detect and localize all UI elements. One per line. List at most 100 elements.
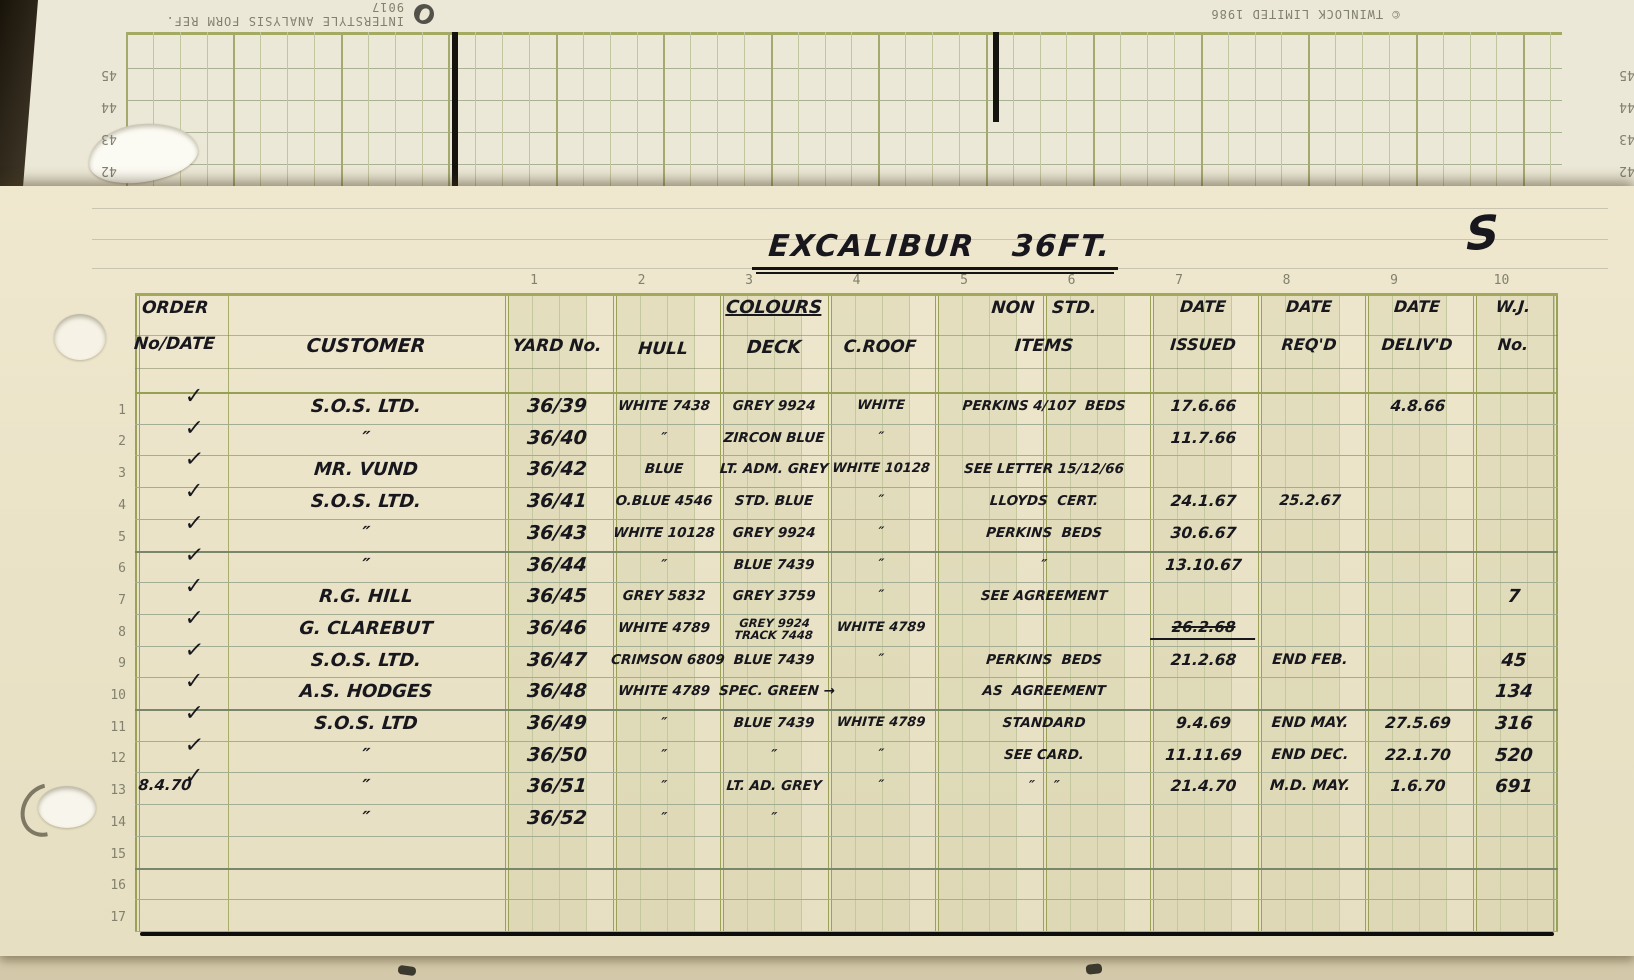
- grid-vline: [958, 32, 960, 186]
- row-line: [135, 613, 1558, 615]
- header-date-issued-line1: DATE: [1179, 297, 1227, 316]
- grid-vline: [314, 32, 316, 186]
- cell-roof: ″: [877, 746, 885, 762]
- grid-vline: [609, 32, 611, 186]
- row-line: [135, 582, 1558, 584]
- grid-vline: [559, 293, 560, 931]
- grid-vline: [1123, 293, 1125, 931]
- cell-check: ✓: [183, 732, 206, 759]
- column-number: 10: [1493, 273, 1510, 288]
- cell-yard: 36/49: [526, 712, 588, 734]
- cell-reqd: M.D. MAY.: [1269, 778, 1351, 795]
- cell-customer: ″: [361, 522, 371, 544]
- cell-items: ″: [1040, 556, 1048, 573]
- corner-mark: S: [1465, 204, 1500, 262]
- header-non-std-line2: ITEMS: [1013, 336, 1075, 356]
- column-tint: [509, 293, 587, 931]
- grid-vline-major: [1257, 293, 1259, 931]
- column-tint: [724, 293, 802, 931]
- cell-deck: LT. ADM. GREY: [719, 461, 830, 478]
- cell-reqd: 25.2.67: [1278, 493, 1342, 510]
- grid-vline: [1200, 32, 1203, 186]
- grid-vline: [1415, 32, 1418, 186]
- grid-hline: [135, 335, 1558, 336]
- cell-items: SEE AGREEMENT: [980, 588, 1108, 605]
- cell-delivd: 4.8.66: [1389, 397, 1447, 415]
- grid-vline: [1496, 32, 1498, 186]
- cell-hull: WHITE 10128: [612, 524, 716, 541]
- cell-roof: ″: [877, 556, 885, 572]
- ink-mark: [452, 32, 458, 186]
- row-number: 8: [118, 624, 126, 640]
- cell-check: ✓: [183, 446, 206, 474]
- header-wj-line2: No.: [1497, 335, 1530, 354]
- row-number: 9: [118, 656, 126, 672]
- cell-hull: CRIMSON 6809: [610, 651, 726, 668]
- grid-vline: [1016, 293, 1017, 931]
- cell-delivd: 27.5.69: [1384, 714, 1452, 732]
- grid-vline: [1284, 293, 1286, 931]
- cell-issued: 21.2.68: [1169, 650, 1238, 669]
- ruled-line: [92, 239, 1608, 240]
- hole-punch: [38, 786, 96, 828]
- grid-vline: [663, 32, 666, 186]
- cell-check: ✓: [183, 701, 205, 726]
- cell-yard: 36/41: [526, 490, 588, 513]
- grid-vline: [260, 32, 262, 186]
- grid-vline: [502, 32, 504, 186]
- grid-vline-major: [1368, 293, 1369, 931]
- cell-yard: 36/50: [526, 743, 588, 766]
- cell-customer: ″: [361, 776, 371, 798]
- grid-vline: [421, 32, 423, 186]
- cell-customer: S.O.S. LTD.: [310, 396, 423, 417]
- main-sheet-paper: [0, 186, 1634, 956]
- grid-vline-major: [505, 293, 506, 931]
- row-number: 1: [118, 402, 126, 418]
- cell-roof: WHITE 4789: [836, 715, 926, 730]
- cell-check: ✓: [184, 383, 204, 410]
- row-line: [135, 677, 1558, 679]
- grid-vline: [693, 293, 695, 931]
- grid-vline: [1338, 293, 1340, 931]
- grid-vline-major: [1260, 293, 1262, 931]
- cell-issued: 11.7.66: [1169, 428, 1238, 447]
- grid-vline: [1120, 32, 1122, 186]
- cell-items: SEE LETTER 15/12/66: [963, 461, 1125, 478]
- grid-vline: [206, 32, 208, 186]
- grid-vline: [367, 32, 369, 186]
- row-line: [135, 423, 1558, 425]
- grid-vline: [797, 32, 799, 186]
- cell-deck: BLUE 7439: [733, 556, 816, 573]
- grid-vline: [801, 293, 802, 931]
- header-date-reqd-line2: REQ'D: [1280, 335, 1338, 354]
- grid-vline: [774, 293, 775, 931]
- grid-vline-major: [1150, 293, 1151, 931]
- grid-vline: [152, 32, 154, 186]
- hole-punch: [54, 314, 106, 360]
- grid-vline: [532, 293, 533, 931]
- cell-hull: ″: [660, 556, 668, 573]
- row-number: 6: [118, 561, 126, 577]
- grid-vline: [1204, 293, 1205, 931]
- grid-vline: [962, 293, 963, 931]
- column-number: 3: [745, 273, 753, 288]
- grid-top-border: [126, 32, 1562, 35]
- grid-vline: [989, 293, 990, 931]
- cell-issued: 17.6.66: [1169, 397, 1238, 415]
- cell-customer: ″: [361, 554, 371, 576]
- grid-vline: [1550, 32, 1552, 186]
- cell-deck: ″: [770, 810, 778, 827]
- back-sheet-paper: [0, 0, 1634, 186]
- cell-customer: S.O.S. LTD.: [310, 491, 423, 513]
- row-number: 12: [110, 751, 126, 767]
- cell-hull: ″: [660, 429, 668, 446]
- cell-deck: GREY 9924: [731, 398, 817, 414]
- header-bottom-line: [135, 392, 1558, 394]
- row-number: 7: [118, 592, 126, 608]
- cell-issued: 24.1.67: [1169, 492, 1238, 511]
- cell-yard: 36/45: [526, 585, 588, 608]
- cell-reqd: END DEC.: [1270, 746, 1350, 763]
- column-number: 7: [1175, 273, 1183, 288]
- cell-customer: ″: [361, 427, 371, 449]
